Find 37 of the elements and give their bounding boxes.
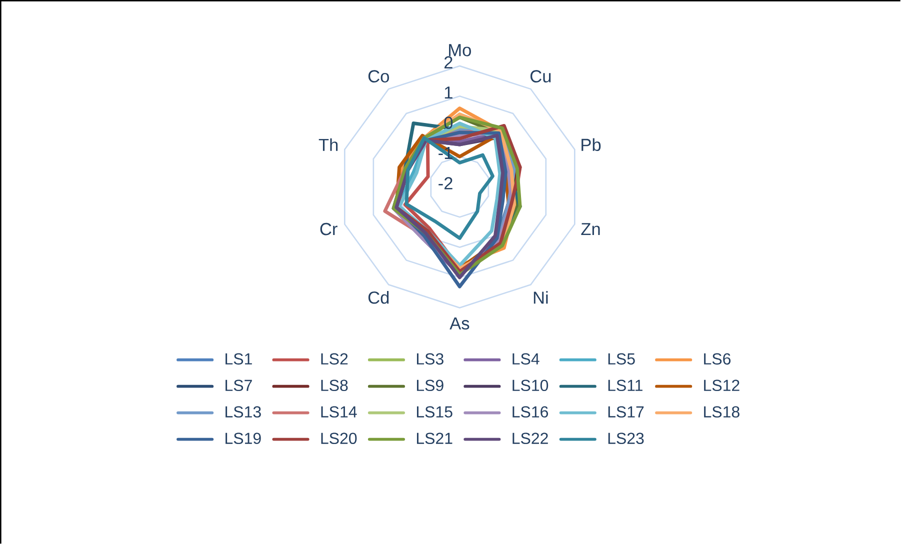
legend-label: LS17 [608,406,644,418]
legend-label: LS6 [704,353,731,364]
legend-label: LS19 [226,432,261,444]
legend-label: LS7 [226,380,252,391]
legend-label: LS22 [512,432,548,444]
legend-label: LS23 [608,432,644,444]
spoke-label: Ni [534,290,548,304]
legend-label: LS5 [608,353,635,364]
y-tick-label: -1 [438,146,452,159]
spoke-label: Co [368,70,389,82]
spoke-label: Cd [368,290,389,304]
spoke-label: Zn [581,222,600,235]
legend-label: LS15 [416,406,452,418]
y-tick-label: 2 [444,56,452,68]
y-tick-label: -2 [438,177,452,190]
legend-label: LS3 [416,353,444,364]
legend-label: LS16 [512,406,548,418]
spoke-label: Th [318,138,338,151]
spoke-label: As [450,317,470,330]
legend-label: LS20 [321,432,357,444]
legend-label: LS2 [321,353,348,364]
legend-label: LS13 [226,406,261,418]
spoke-label: Cr [320,222,338,236]
legend-label: LS9 [416,380,444,391]
legend-label: LS21 [416,432,452,444]
legend-label: LS8 [321,380,348,391]
legend-label: LS11 [608,380,642,391]
legend-label: LS14 [321,406,357,418]
legend-label: LS1 [226,353,252,364]
spoke-label: Mo [449,44,471,56]
legend-label: LS18 [704,406,740,418]
spoke-label: Cu [530,70,551,82]
legend-label: LS12 [704,380,740,391]
spoke-label: Pb [582,138,601,151]
legend-label: LS10 [512,380,548,391]
y-tick-label: 1 [444,86,452,98]
legend-label: LS4 [512,353,540,364]
